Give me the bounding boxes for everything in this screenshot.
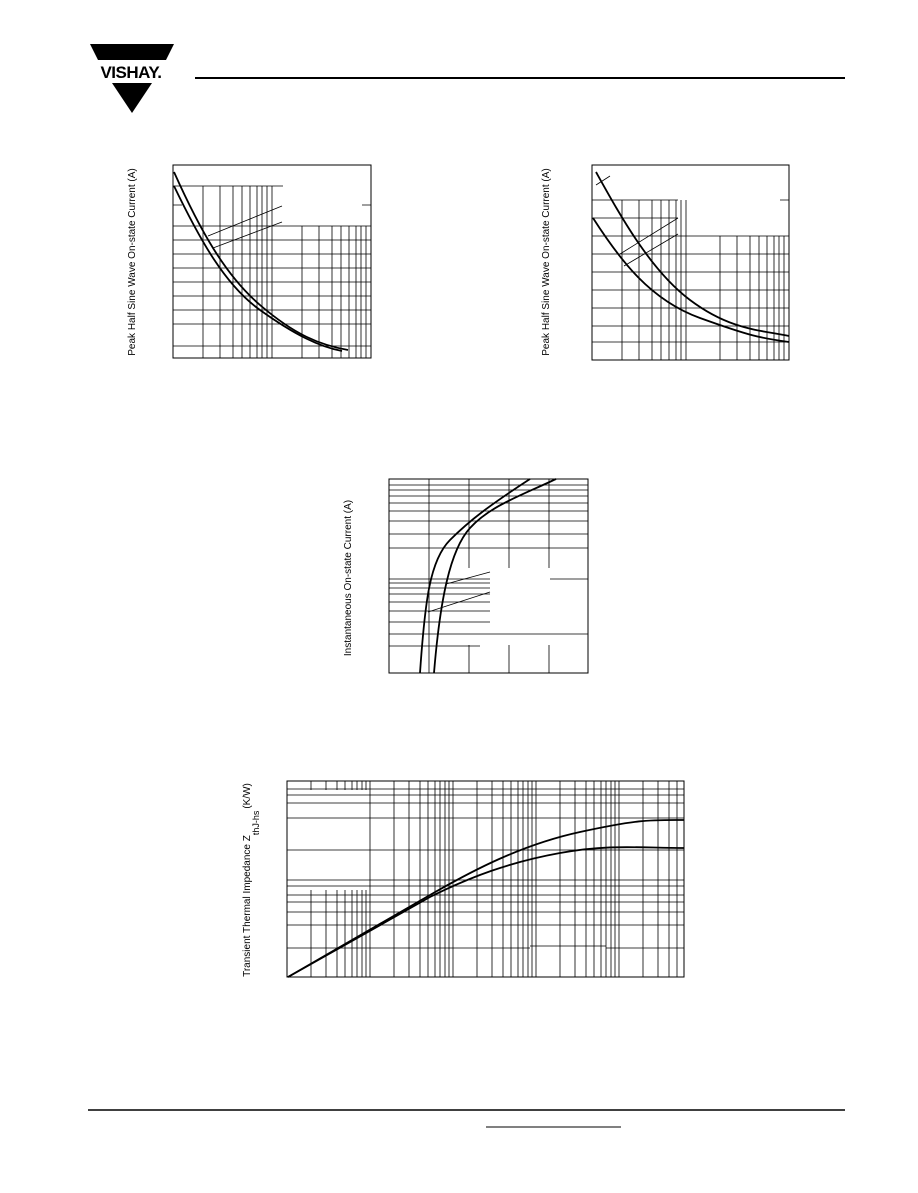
y-axis-label: Transient Thermal Impedance ZthJ-hs(K/W) <box>242 783 261 977</box>
y-axis-label-unit: (K/W) <box>242 783 253 809</box>
y-axis-label: Instantaneous On-state Current (A) <box>343 500 354 656</box>
y-axis-label: Peak Half Sine Wave On-state Current (A) <box>541 168 552 355</box>
y-axis-label: Peak Half Sine Wave On-state Current (A) <box>127 168 138 355</box>
logo-text: VISHAY. <box>100 63 161 82</box>
y-axis-label-sub: thJ-hs <box>251 810 261 835</box>
curve <box>287 846 685 978</box>
logo-triangle <box>112 83 152 113</box>
curve <box>595 171 790 337</box>
figure-3: Instantaneous On-state Current (A) <box>343 478 589 674</box>
leader <box>427 571 491 613</box>
curve <box>433 478 557 674</box>
curve <box>173 185 343 352</box>
plot-frame <box>591 164 790 361</box>
leader <box>595 175 679 267</box>
grid <box>592 199 789 360</box>
curve <box>287 819 685 978</box>
logo-band <box>90 44 174 60</box>
leader <box>207 205 283 249</box>
curve <box>173 171 349 351</box>
grid <box>173 185 371 358</box>
grid <box>287 781 684 977</box>
figure-1: Peak Half Sine Wave On-state Current (A) <box>127 164 372 359</box>
plot-frame <box>286 780 685 978</box>
curve <box>419 478 531 674</box>
curve <box>592 217 790 343</box>
logo: VISHAY. <box>90 44 174 113</box>
figure-4: Transient Thermal Impedance ZthJ-hs(K/W) <box>242 780 685 978</box>
y-axis-label-main: Transient Thermal Impedance Z <box>242 835 253 977</box>
figure-2: Peak Half Sine Wave On-state Current (A) <box>541 164 790 361</box>
plot-frame <box>388 478 589 674</box>
